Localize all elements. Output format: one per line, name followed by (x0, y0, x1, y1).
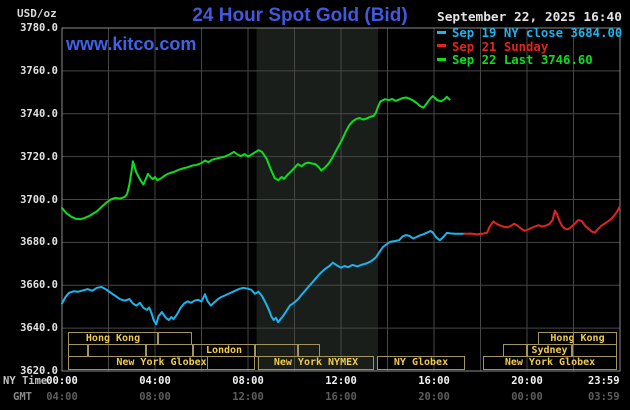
series-line-sep21 (463, 206, 621, 236)
session-box (377, 356, 465, 370)
gmt-tick-label: 16:00 (325, 391, 357, 403)
gmt-tick-label: 00:00 (511, 391, 543, 403)
legend-item-label: Sep 22 Last 3746.60 (452, 53, 593, 67)
y-tick-label: 3680.0 (20, 236, 58, 249)
kitco-watermark-link[interactable]: www.kitco.com (66, 34, 197, 54)
legend-item-sep22: Sep 22 Last 3746.60 (437, 53, 622, 68)
session-box (483, 356, 617, 370)
ny-time-tick-label: 23:59 (587, 375, 620, 387)
gmt-tick-label: 08:00 (139, 391, 171, 403)
session-box-label: NY Globex (393, 357, 449, 368)
y-tick-label: 3660.0 (20, 279, 58, 292)
ny-time-tick-label: 16:00 (418, 375, 450, 387)
legend-dash-icon (437, 30, 446, 34)
legend-dash-icon (437, 57, 446, 61)
legend-dash-icon (437, 44, 446, 47)
y-tick-label: 3780.0 (20, 22, 58, 34)
session-box-label: London (205, 345, 243, 356)
ny-time-tick-label: 12:00 (325, 375, 357, 387)
y-tick-label: 3620.0 (20, 365, 58, 377)
session-box-divider (573, 332, 574, 345)
legend: Sep 19 NY close 3684.00 Sep 21 Sunday Sep … (437, 26, 623, 68)
page-title: 24 Hour Spot Gold (Bid) (192, 5, 408, 26)
gmt-tick-label: 03:59 (587, 391, 620, 403)
gmt-tick-label: 12:00 (232, 391, 264, 403)
session-box-label: Hong Kong (550, 333, 605, 344)
legend-item-sep21: Sep 21 Sunday (437, 39, 622, 55)
session-box-label: Sydney (531, 345, 568, 356)
session-box-label: New York Globex (504, 357, 596, 368)
y-tick-label: 3740.0 (20, 107, 58, 120)
session-box-label: New York Globex (116, 357, 207, 368)
gmt-tick-label: 04:00 (46, 391, 78, 403)
series-line-sep19 (61, 230, 466, 326)
y-tick-label: 3720.0 (20, 150, 58, 163)
legend-item-label: Sep 19 NY close 3684.00 (452, 26, 623, 40)
session-box-divider (207, 356, 208, 370)
legend-item-sep19: Sep 19 NY close 3684.00 (437, 26, 623, 41)
session-box (258, 356, 374, 370)
legend-item-label: Sep 21 Sunday (452, 39, 549, 54)
ny-time-axis-label: NY Time (3, 375, 48, 387)
ny-time-tick-label: 04:00 (139, 375, 171, 387)
ny-time-tick-label: 08:00 (232, 375, 264, 387)
y-tick-label: 3700.0 (20, 193, 58, 206)
y-tick-label: 3640.0 (20, 322, 58, 335)
y-tick-label: 3760.0 (20, 64, 58, 77)
gmt-tick-label: 20:00 (418, 391, 450, 403)
datetime-label: September 22, 2025 16:40 (437, 10, 622, 25)
gmt-axis-label: GMT (13, 391, 32, 403)
ny-time-tick-label: 20:00 (511, 375, 543, 387)
plot-frame (61, 27, 621, 372)
y-axis-unit-label: USD/oz (17, 7, 57, 20)
session-box-label: New York NYMEX (273, 357, 359, 368)
ny-time-tick-label: 00:00 (46, 375, 78, 387)
session-box-label: Hong Kong (85, 333, 141, 344)
session-box (68, 356, 255, 370)
series-line-sep22 (61, 95, 451, 221)
